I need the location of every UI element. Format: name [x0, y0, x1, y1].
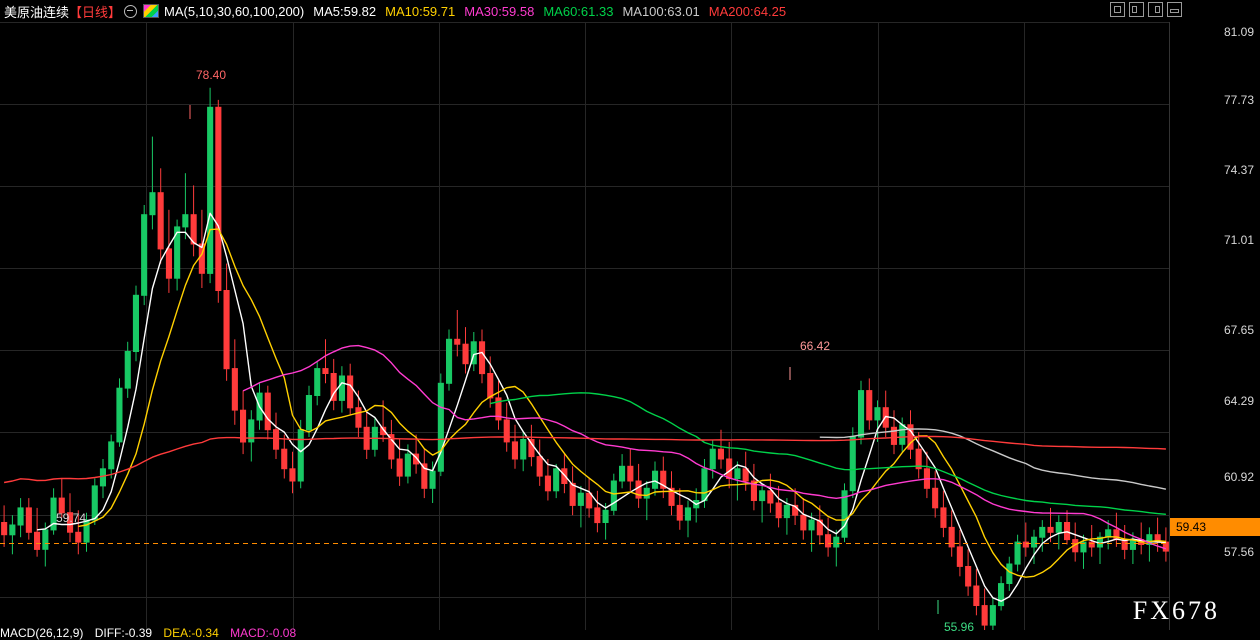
- zoom-left-icon[interactable]: [1129, 2, 1144, 17]
- ma60-value: MA60:61.33: [543, 3, 614, 19]
- candlestick-svg: [0, 22, 1170, 630]
- watermark: FX678: [1132, 596, 1220, 625]
- zoom-right-icon[interactable]: [1148, 2, 1163, 17]
- last-price-badge: 59.43: [1170, 518, 1260, 536]
- ma5-value: MA5:59.82: [313, 3, 377, 19]
- axis-tick-6: 60.92: [1223, 470, 1254, 484]
- ma-formula-label: MA(5,10,30,60,100,200): [164, 3, 305, 19]
- axis-tick-7: 57.56: [1223, 545, 1254, 559]
- price-axis[interactable]: 81.09 77.73 74.37 71.01 67.65 64.29 60.9…: [1169, 22, 1260, 630]
- macd-diff-label: DIFF:-0.39: [94, 626, 153, 640]
- swing-low-label: 55.96: [944, 620, 975, 634]
- ma30-value: MA30:59.58: [464, 3, 535, 19]
- axis-tick-3: 71.01: [1223, 233, 1254, 247]
- crosshair-icon[interactable]: [1110, 2, 1125, 17]
- axis-tick-4: 67.65: [1223, 323, 1254, 337]
- indicator-color-icon: [143, 4, 160, 18]
- swing-high-label: 78.40: [196, 68, 227, 82]
- axis-tick-2: 74.37: [1223, 163, 1254, 177]
- prev-close-label: 59.74: [56, 511, 87, 525]
- minus-circle-icon[interactable]: [124, 4, 138, 18]
- axis-tick-1: 77.73: [1223, 93, 1254, 107]
- macd-title-label: MACD(26,12,9): [0, 626, 84, 640]
- macd-macd-label: MACD:-0.08: [230, 626, 297, 640]
- ma200-value: MA200:64.25: [708, 3, 787, 19]
- ma10-value: MA10:59.71: [385, 3, 456, 19]
- macd-panel: MACD(26,12,9) DIFF:-0.39 DEA:-0.34 MACD:…: [0, 626, 1260, 640]
- macd-dea-label: DEA:-0.34: [163, 626, 219, 640]
- chart-header: 美原油连续 【日线】 MA(5,10,30,60,100,200) MA5:59…: [0, 0, 1260, 22]
- axis-tick-0: 81.09: [1223, 25, 1254, 39]
- period-label[interactable]: 【日线】: [69, 4, 122, 20]
- price-plot[interactable]: [0, 22, 1170, 630]
- chart-toolbar: [1110, 2, 1182, 17]
- axis-tick-5: 64.29: [1223, 394, 1254, 408]
- ma100-value: MA100:63.01: [622, 3, 700, 19]
- mid-high-label: 66.42: [800, 339, 831, 353]
- expand-icon[interactable]: [1167, 2, 1182, 17]
- symbol-label: 美原油连续: [4, 4, 70, 20]
